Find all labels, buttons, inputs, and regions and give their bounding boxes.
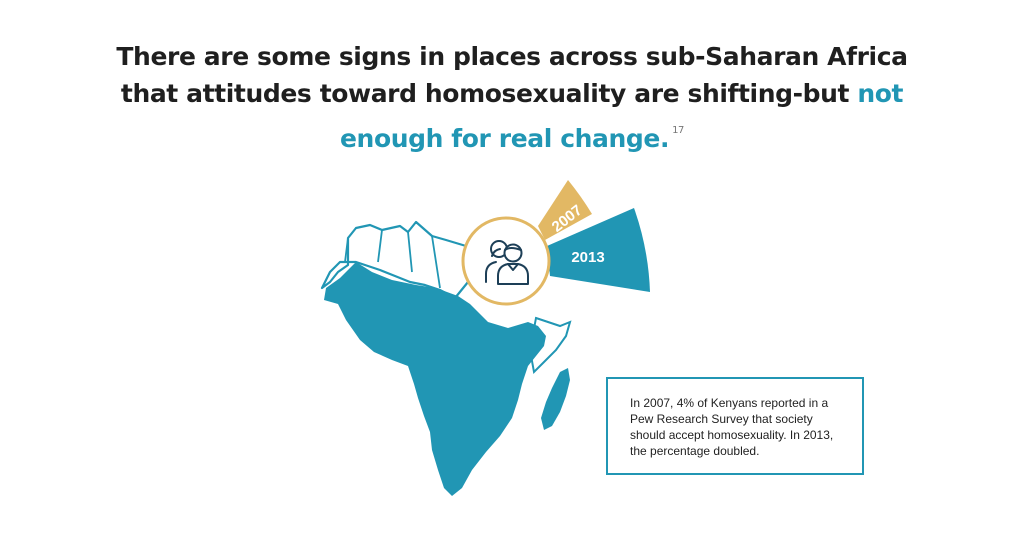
- north-africa-borders: [344, 229, 441, 289]
- headline: There are some signs in places across su…: [110, 38, 914, 157]
- wedge-2007: [538, 180, 592, 240]
- headline-main-text: There are some signs in places across su…: [116, 42, 908, 108]
- icon-circle: [461, 216, 551, 306]
- headline-accent-text: not enough for real change.: [339, 79, 904, 153]
- wedge-2013: [547, 208, 650, 292]
- info-box: In 2007, 4% of Kenyans reported in a Pew…: [606, 377, 864, 475]
- sub-saharan-africa: [324, 262, 546, 496]
- info-box-text: In 2007, 4% of Kenyans reported in a Pew…: [630, 396, 834, 458]
- footnote-marker: 17: [672, 125, 684, 136]
- people-icon: [485, 240, 529, 285]
- madagascar: [541, 368, 570, 430]
- label-2013: 2013: [571, 249, 604, 266]
